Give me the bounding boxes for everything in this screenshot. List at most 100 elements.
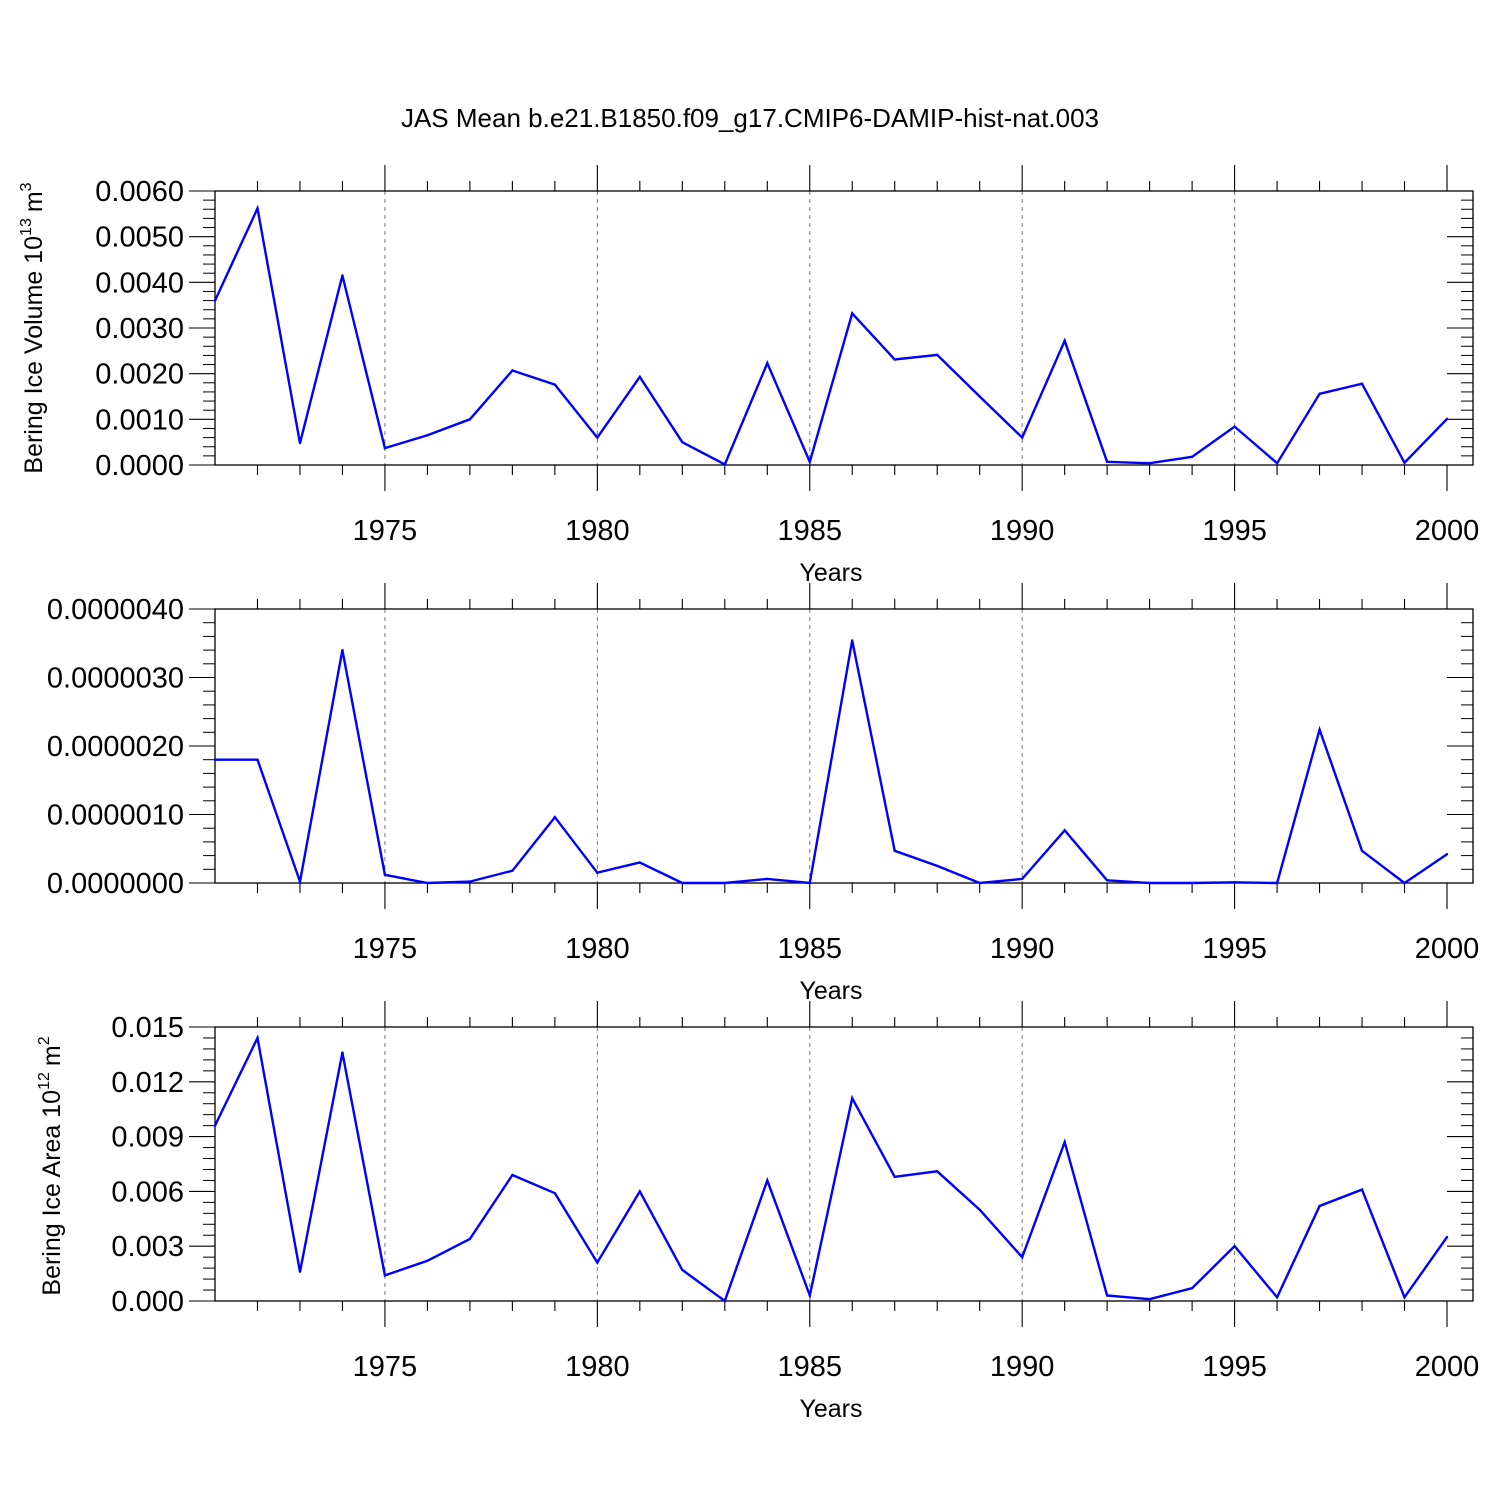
data-point [1020,436,1024,439]
x-tick-label: 2000 [1415,933,1480,965]
x-tick-label: 1990 [990,933,1055,965]
series-line [215,640,1448,887]
data-point [638,861,642,864]
data-point [298,441,302,445]
series-line [213,204,1448,467]
data-point [511,1173,514,1177]
data-point [1063,829,1066,832]
data-point [553,1192,557,1195]
data-point [1445,1235,1449,1239]
x-axis-label: Years [799,1395,862,1423]
data-point [596,1261,599,1264]
data-point [1148,1297,1151,1301]
data-point [383,446,387,450]
data-point [1148,461,1151,465]
data-point [468,418,472,421]
plot-frame [214,1026,1474,1302]
data-point [1233,1245,1236,1248]
plot-frame [214,608,1474,884]
x-tick-label: 1990 [990,515,1055,547]
data-point [808,881,811,885]
data-point [1360,1188,1364,1191]
data-point [893,358,896,361]
data-point [298,880,302,883]
data-point [681,881,684,885]
y-tick-label: 0.0010 [95,404,184,436]
data-point [723,1299,726,1303]
y-tick-label: 0.012 [111,1067,184,1099]
data-point [213,299,217,302]
x-tick-label: 1985 [778,1351,843,1383]
data-point [808,1294,811,1297]
data-point [1190,881,1194,885]
data-point [553,816,557,819]
data-point [426,881,429,885]
data-point [893,849,896,853]
series-line [213,1034,1448,1303]
data-point [1275,461,1279,465]
y-tick-label: 0.0050 [95,222,184,254]
data-point [1105,1294,1109,1297]
y-tick-label: 0.0020 [95,359,184,391]
x-tick-label: 2000 [1415,515,1480,547]
data-point [213,1124,217,1127]
data-point [978,1208,981,1211]
y-tick-label: 0.000 [111,1286,184,1318]
data-point [893,1175,896,1178]
x-axis-label: Years [799,559,862,587]
data-point [1190,455,1194,458]
data-point [978,395,981,398]
data-point [596,871,599,874]
data-point [936,864,939,868]
data-point [936,353,939,357]
panel-3: 0.000 0.003 0.006 0.009 0.012 0.015 1975 1980 19… [36,1001,1479,1423]
data-point [638,375,642,379]
data-point [1105,460,1109,464]
data-point [1190,1287,1194,1290]
data-point [936,1170,939,1173]
y-tick-label: 0.0000020 [47,731,184,763]
y-tick-label: 0.003 [111,1231,184,1263]
data-point [1318,1204,1321,1208]
data-point [1318,728,1321,731]
data-point [1275,1296,1279,1299]
data-point [1233,425,1236,428]
y-axis-label: Bering Ice Volume 1013m3 [18,182,48,473]
data-point [1445,853,1449,856]
data-point [851,1097,854,1100]
y-tick-label: 0.0000 [95,450,184,482]
data-point [1275,881,1279,885]
data-point [1063,1140,1066,1144]
data-point [723,881,726,885]
x-tick-label: 1995 [1202,1351,1267,1383]
data-point [851,639,854,642]
y-tick-label: 0.0040 [95,267,184,299]
data-point [256,1036,259,1040]
figure-title: JAS Mean b.e21.B1850.f09_g17.CMIP6-DAMIP… [401,103,1099,133]
y-tick-label: 0.0030 [95,313,184,345]
data-point [1360,382,1364,385]
x-tick-label: 1980 [565,515,630,547]
x-tick-label: 1975 [353,1351,418,1383]
data-point [1360,849,1364,853]
data-point [766,877,769,881]
data-point [256,207,259,210]
x-tick-label: 1975 [353,933,418,965]
x-tick-label: 1975 [353,515,418,547]
panel-2: 0.0000000 0.0000010 0.0000020 0.0000030 0.00… [47,583,1479,1005]
data-point [426,434,429,437]
data-point [1020,877,1024,881]
data-point [681,1268,684,1272]
y-tick-label: 0.015 [111,1012,184,1044]
data-point [256,758,259,761]
data-point [596,436,599,439]
data-point [468,1237,472,1241]
data-point [638,1190,642,1193]
data-point [383,873,387,876]
data-point [978,881,981,885]
data-point [766,361,769,365]
x-tick-label: 1985 [778,515,843,547]
y-tick-label: 0.009 [111,1122,184,1154]
data-point [341,1051,344,1054]
